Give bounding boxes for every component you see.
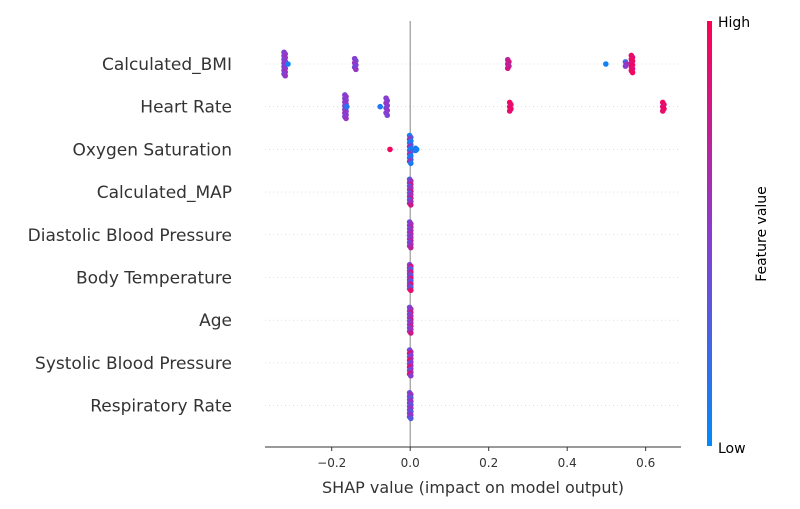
- data-point: [412, 147, 419, 154]
- feature-label: Respiratory Rate: [90, 397, 232, 417]
- data-point: [408, 287, 414, 294]
- data-point: [408, 202, 414, 208]
- data-point: [387, 146, 393, 153]
- data-point: [408, 415, 414, 422]
- colorbar-title: Feature value: [754, 186, 770, 282]
- colorbar-low-label: Low: [718, 441, 746, 457]
- data-point: [377, 103, 383, 110]
- data-point: [353, 66, 359, 73]
- x-tick-label: 0.2: [479, 456, 498, 470]
- x-tick-label: 0.4: [558, 456, 577, 470]
- data-point: [504, 65, 511, 72]
- row-guides: [265, 63, 681, 406]
- colorbar-high-label: High: [718, 15, 750, 31]
- feature-label: Calculated_BMI: [102, 55, 232, 75]
- data-point: [629, 69, 636, 76]
- x-tick-label: 0.0: [401, 456, 420, 470]
- feature-label: Diastolic Blood Pressure: [28, 226, 232, 246]
- colorbar: [707, 21, 712, 446]
- x-ticks: −0.2 0.0 0.2 0.4 0.6: [317, 447, 655, 470]
- data-point: [408, 160, 414, 167]
- data-point: [408, 372, 414, 379]
- data-point: [384, 112, 391, 119]
- data-point: [343, 115, 349, 122]
- feature-labels: Calculated_BMI Heart Rate Oxygen Saturatio…: [28, 55, 232, 417]
- data-point: [603, 61, 609, 67]
- x-tick-label: 0.6: [636, 456, 655, 470]
- data-point: [408, 330, 414, 336]
- feature-label: Systolic Blood Pressure: [35, 354, 232, 374]
- x-tick-label: −0.2: [317, 456, 346, 470]
- data-point: [408, 244, 414, 251]
- data-points: [281, 49, 667, 422]
- data-point: [506, 108, 513, 114]
- feature-label: Heart Rate: [140, 98, 232, 118]
- feature-label: Oxygen Saturation: [72, 140, 232, 160]
- feature-label: Age: [199, 311, 232, 331]
- feature-label: Body Temperature: [76, 269, 232, 289]
- data-point: [659, 108, 666, 114]
- data-point: [344, 103, 350, 110]
- x-axis-title: SHAP value (impact on model output): [322, 478, 624, 497]
- feature-label: Calculated_MAP: [97, 183, 232, 203]
- data-point: [622, 63, 629, 69]
- data-point: [282, 72, 289, 79]
- data-point: [285, 61, 291, 67]
